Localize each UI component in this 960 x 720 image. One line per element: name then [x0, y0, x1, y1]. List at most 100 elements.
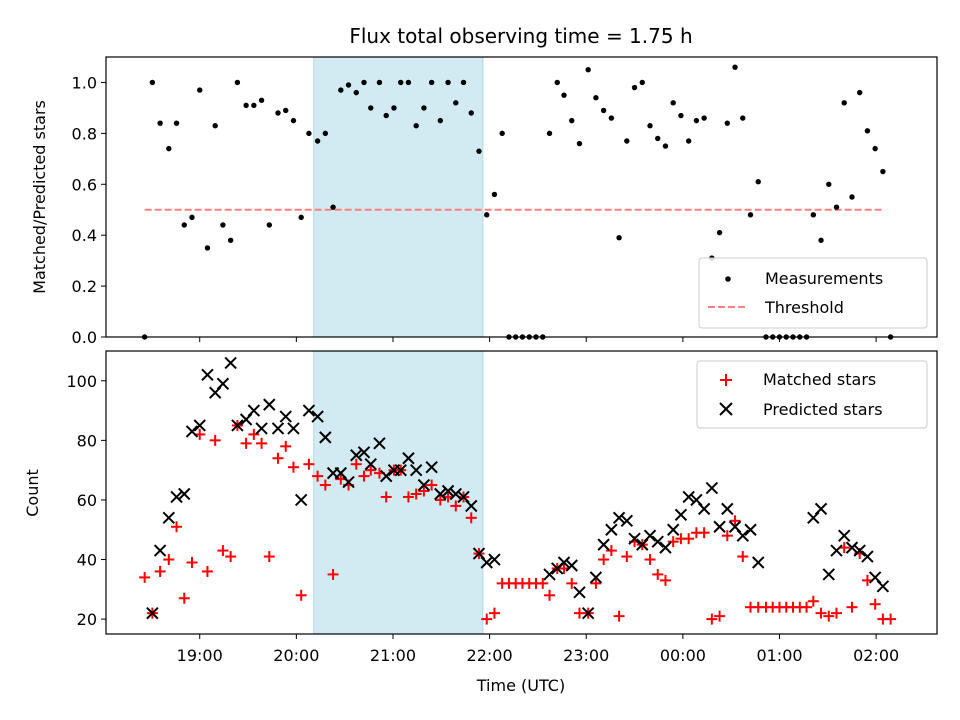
matched-point — [481, 613, 493, 625]
predicted-point-b — [814, 502, 828, 516]
matched-point — [801, 601, 813, 613]
predicted-point — [425, 460, 438, 474]
bottom-predicted-points — [146, 356, 890, 620]
matched-point — [869, 598, 881, 610]
predicted-point-b — [350, 449, 363, 462]
predicted-point-b — [409, 463, 423, 477]
predicted-point — [146, 606, 159, 620]
predicted-point-b — [170, 490, 183, 504]
measurement-point — [701, 115, 707, 121]
measurement-point — [345, 82, 352, 88]
matched-point — [706, 613, 718, 625]
predicted-point — [628, 532, 641, 545]
measurement-point — [189, 214, 195, 221]
predicted-point-b — [480, 556, 493, 569]
matched-point — [434, 494, 446, 506]
matched-point — [621, 551, 633, 563]
measurement-point — [398, 79, 404, 86]
matched-point — [652, 568, 664, 580]
predicted-point — [465, 499, 478, 513]
matched-point — [178, 592, 190, 604]
top-window-band — [313, 56, 484, 338]
predicted-point — [853, 544, 866, 557]
matched-point — [566, 577, 578, 589]
predicted-point — [193, 419, 206, 432]
matched-point — [613, 610, 625, 622]
measurement-point — [421, 105, 427, 111]
predicted-point-b — [302, 404, 316, 417]
matched-point — [201, 565, 213, 577]
predicted-point-b — [193, 419, 206, 432]
predicted-point-b — [488, 553, 501, 566]
predicted-point-b — [201, 368, 214, 382]
measurement-point — [693, 117, 700, 124]
predicted-point-b — [605, 523, 618, 536]
predicted-point-b — [845, 541, 859, 554]
matched-point — [426, 479, 438, 491]
predicted-point-b — [620, 514, 634, 528]
predicted-point-b — [838, 529, 851, 542]
matched-point — [721, 530, 733, 542]
legend-measurements-label: Measurements — [765, 269, 883, 288]
bottom-y-tick-label: 80 — [77, 431, 97, 450]
predicted-point-b — [294, 493, 308, 507]
measurement-point — [833, 204, 840, 210]
bottom-y-axis: 20 40 60 80 100 — [66, 372, 106, 629]
predicted-point-b — [876, 580, 890, 593]
matched-point — [365, 464, 377, 476]
measurement-point — [197, 87, 203, 93]
measurement-point — [251, 102, 257, 109]
bottom-x-axis: 19:00 20:00 21:00 22:00 23:00 00:00 01:00 02:00 — [177, 634, 899, 665]
measurement-point — [670, 100, 676, 106]
predicted-point-b — [417, 478, 431, 492]
predicted-point-b — [573, 586, 586, 599]
predicted-point — [350, 449, 363, 462]
predicted-point-b — [597, 538, 610, 551]
measurement-point — [283, 107, 289, 114]
matched-point — [418, 485, 430, 497]
matched-point — [823, 610, 835, 622]
measurement-point — [173, 120, 180, 126]
bottom-y-axis-label: Count — [23, 469, 42, 517]
matched-point — [815, 607, 827, 619]
measurement-point — [841, 100, 847, 106]
predicted-point — [216, 377, 230, 390]
measurement-point — [499, 130, 505, 137]
matched-point — [171, 521, 183, 533]
matched-point — [272, 452, 284, 464]
predicted-point — [674, 508, 688, 522]
predicted-point — [342, 475, 355, 489]
matched-point — [163, 554, 175, 566]
predicted-point — [302, 404, 316, 417]
matched-point — [465, 512, 477, 524]
predicted-point — [417, 478, 431, 492]
measurement-point — [576, 140, 583, 147]
bottom-legend-box — [696, 360, 928, 429]
measurement-point — [810, 212, 817, 218]
measurement-point — [266, 222, 273, 228]
predicted-point — [311, 410, 324, 423]
measurement-point — [353, 89, 359, 96]
measurement-point — [561, 92, 567, 98]
top-observing-window — [313, 56, 484, 338]
measurement-point — [338, 87, 344, 93]
predicted-point-b — [216, 377, 230, 390]
measurement-point — [368, 105, 374, 111]
matched-point — [287, 461, 299, 473]
measurement-point — [600, 107, 607, 114]
measurement-point — [243, 102, 249, 109]
top-plot-frame — [105, 56, 938, 338]
predicted-point — [581, 606, 595, 620]
predicted-point — [565, 559, 578, 572]
predicted-point-b — [263, 398, 276, 411]
predicted-point-b — [543, 568, 556, 581]
matched-point — [605, 545, 617, 557]
x-tick-label: 00:00 — [660, 646, 706, 665]
measurement-point — [880, 168, 886, 175]
predicted-point — [263, 398, 276, 411]
x-tick-label: 23:00 — [563, 646, 609, 665]
measurement-point — [437, 117, 444, 124]
predicted-point — [162, 511, 176, 525]
top-y-tick-label: 1.0 — [72, 73, 97, 92]
matched-point — [217, 545, 229, 557]
